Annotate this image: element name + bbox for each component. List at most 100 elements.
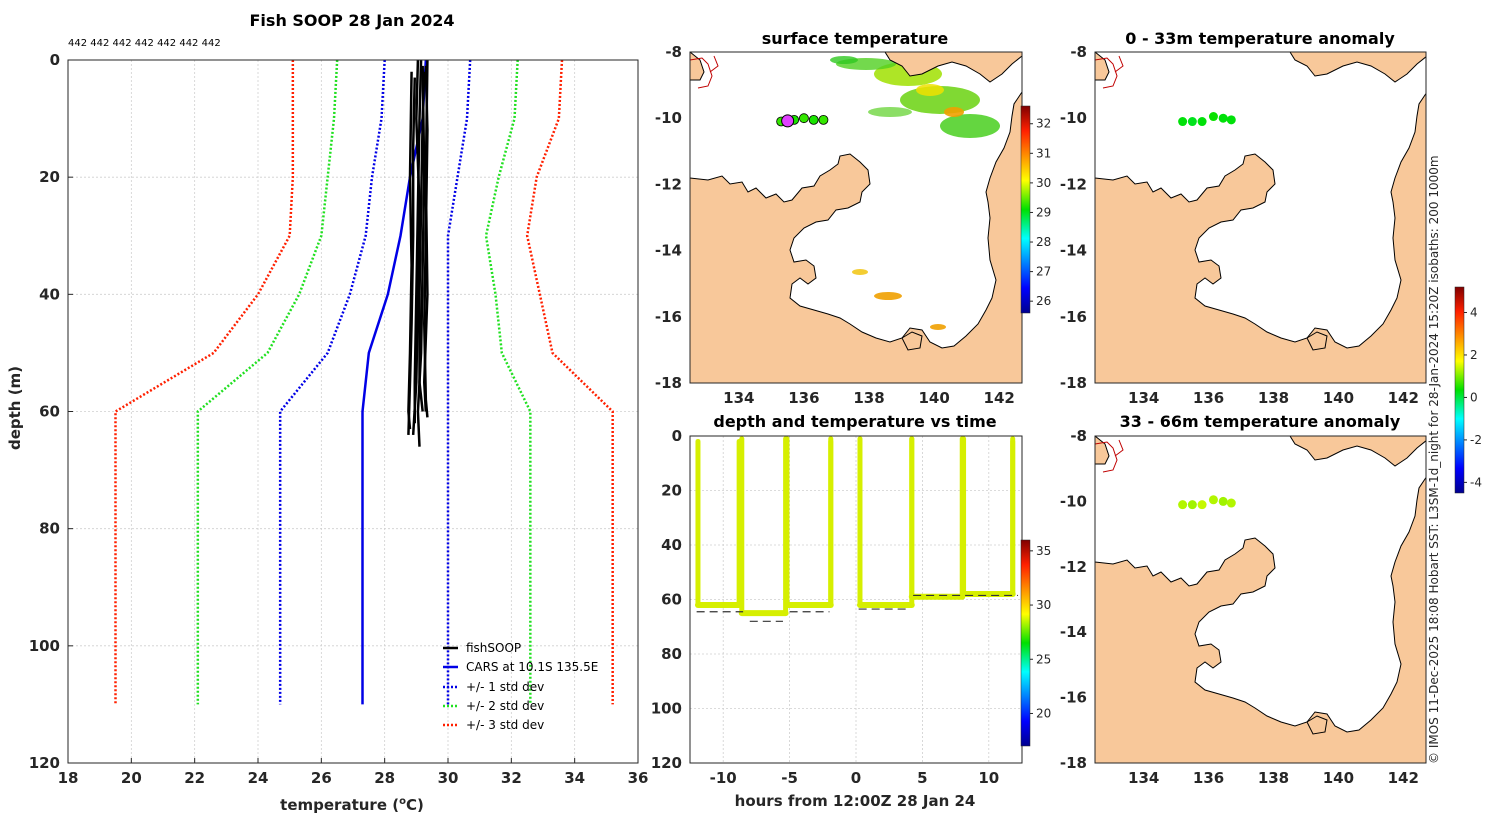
map-y-tick-label: -10 bbox=[1060, 109, 1087, 127]
station-marker bbox=[1197, 117, 1207, 127]
station-marker bbox=[1226, 498, 1236, 508]
profile-x-tick-label: 34 bbox=[564, 769, 585, 787]
map-y-tick-label: -16 bbox=[655, 308, 682, 326]
map-y-tick-label: -8 bbox=[665, 43, 682, 61]
anomaly-colorbar-tick-label: 0 bbox=[1470, 390, 1478, 404]
std-dev-line bbox=[525, 59, 614, 705]
map-y-tick-label: -18 bbox=[1060, 754, 1087, 772]
timeseries-x-tick-label: -10 bbox=[710, 769, 737, 787]
timeseries-y-tick-label: 120 bbox=[651, 754, 682, 772]
std-dev-line bbox=[196, 59, 339, 705]
map-x-tick-label: 142 bbox=[1388, 769, 1419, 787]
timeseries-y-tick-label: 100 bbox=[651, 700, 682, 718]
timeseries-x-tick-label: -5 bbox=[781, 769, 798, 787]
timeseries-y-tick-label: 60 bbox=[661, 591, 682, 609]
timeseries-x-tick-label: 5 bbox=[917, 769, 927, 787]
map-y-tick-label: -14 bbox=[655, 242, 682, 260]
anomaly-colorbar-ticks: -4 -2 0 2 4 bbox=[1464, 305, 1482, 489]
legend-label-3std: +/- 3 std dev bbox=[466, 718, 544, 732]
map-x-tick-label: 134 bbox=[1128, 769, 1159, 787]
station-marker bbox=[818, 114, 829, 125]
profile-x-tick-label: 28 bbox=[374, 769, 395, 787]
timeseries-colorbar-tick-label: 25 bbox=[1036, 652, 1051, 666]
timeseries-bottom-depth bbox=[696, 594, 1019, 622]
station-marker bbox=[1178, 117, 1188, 127]
map-x-tick-label: 140 bbox=[1323, 389, 1354, 407]
profile-series bbox=[114, 59, 614, 705]
std-dev-line bbox=[114, 60, 295, 705]
timeseries-y-tick-label: 80 bbox=[661, 645, 682, 663]
timeseries-y-tick-label: 0 bbox=[672, 427, 682, 445]
sst-colorbar-tick-label: 29 bbox=[1036, 205, 1051, 219]
map-y-tick-label: -12 bbox=[1060, 175, 1087, 193]
fishsoop-profile-line bbox=[411, 59, 421, 436]
map-x-tick-label: 136 bbox=[1193, 769, 1224, 787]
profile-y-tick-label: 60 bbox=[39, 403, 60, 421]
profile-y-label: depth (m) bbox=[6, 366, 24, 450]
timeseries-x-label: hours from 12:00Z 28 Jan 24 bbox=[735, 792, 976, 810]
timeseries-colorbar-ticks: 20 25 30 35 bbox=[1030, 544, 1051, 720]
anomaly-colorbar bbox=[1454, 286, 1465, 494]
profile-x-tick-label: 36 bbox=[628, 769, 649, 787]
legend-label-2std: +/- 2 std dev bbox=[466, 699, 544, 713]
map-x-tick-label: 134 bbox=[723, 389, 754, 407]
sst-map-panel: surface temperature bbox=[655, 29, 1051, 407]
timeseries-title: depth and temperature vs time bbox=[713, 412, 996, 431]
station-marker bbox=[1187, 117, 1197, 127]
map-x-tick-label: 140 bbox=[918, 389, 949, 407]
profile-y-tick-label: 80 bbox=[39, 520, 60, 538]
map-y-tick-label: -10 bbox=[655, 109, 682, 127]
sst-patch bbox=[830, 56, 858, 64]
legend-label-fishsoop: fishSOOP bbox=[466, 641, 521, 655]
profile-x-ticks: 18 20 22 24 26 28 30 32 34 36 bbox=[58, 758, 649, 787]
sst-colorbar-tick-label: 26 bbox=[1036, 294, 1051, 308]
profile-x-label: temperature (oC) bbox=[280, 796, 424, 814]
map-y-tick-label: -16 bbox=[1060, 689, 1087, 707]
profile-x-tick-label: 24 bbox=[248, 769, 269, 787]
map-y-tick-label: -18 bbox=[655, 374, 682, 392]
map-x-tick-label: 138 bbox=[1258, 769, 1289, 787]
anom-33-66-map-ticks: 134 136 138 140 142 -8 -10 -12 -14 -16 -18 bbox=[1060, 427, 1419, 787]
profile-y-tick-label: 0 bbox=[50, 51, 60, 69]
sst-colorbar bbox=[1020, 105, 1031, 314]
station-marker bbox=[1178, 500, 1188, 510]
std-dev-line bbox=[484, 59, 532, 705]
fishsoop-profile-line bbox=[416, 65, 426, 447]
profile-id-labels: 442 442 442 442 442 442 442 bbox=[68, 38, 221, 49]
profile-legend: fishSOOP CARS at 10.1S 135.5E +/- 1 std … bbox=[443, 641, 598, 732]
profile-x-tick-label: 32 bbox=[501, 769, 522, 787]
sst-patch bbox=[852, 269, 868, 275]
anomaly-colorbar-tick-label: -2 bbox=[1470, 433, 1482, 447]
anomaly-colorbar-tick-label: -4 bbox=[1470, 475, 1482, 489]
sst-patch bbox=[944, 107, 964, 117]
station-marker bbox=[1208, 112, 1218, 122]
map-x-tick-label: 142 bbox=[984, 389, 1015, 407]
sst-colorbar-tick-label: 32 bbox=[1036, 117, 1051, 131]
profile-y-ticks: 0 20 40 60 80 100 120 bbox=[29, 51, 73, 772]
anom-33-66-map-panel: 33 - 66m temperature anomaly 134 136 138 14… bbox=[1060, 286, 1482, 787]
sst-patch bbox=[930, 324, 946, 330]
profile-panel: Fish SOOP 28 Jan 2024 442 442 442 442 44… bbox=[6, 11, 648, 814]
profile-y-tick-label: 20 bbox=[39, 168, 60, 186]
timeseries-panel: depth and temperature vs time -10 -5 0 5 100… bbox=[651, 412, 1052, 810]
anom-33-66-map-title: 33 - 66m temperature anomaly bbox=[1120, 412, 1401, 431]
figure-title: Fish SOOP 28 Jan 2024 bbox=[250, 11, 455, 30]
timeseries-colorbar-tick-label: 30 bbox=[1036, 598, 1051, 612]
sst-colorbar-ticks: 26 27 28 29 30 31 32 bbox=[1030, 117, 1051, 308]
credit-text: © IMOS 11-Dec-2025 18:08 Hobart SST: L3S… bbox=[1427, 155, 1441, 764]
map-y-tick-label: -16 bbox=[1060, 308, 1087, 326]
profile-x-tick-label: 18 bbox=[58, 769, 79, 787]
station-marker bbox=[1226, 115, 1236, 125]
sst-patch bbox=[874, 292, 902, 300]
profile-x-tick-label: 26 bbox=[311, 769, 332, 787]
timeseries-y-tick-label: 20 bbox=[661, 482, 682, 500]
map-x-tick-label: 134 bbox=[1128, 389, 1159, 407]
legend-label-cars: CARS at 10.1S 135.5E bbox=[466, 660, 598, 674]
sst-patches bbox=[830, 56, 1000, 356]
timeseries-x-tick-label: 0 bbox=[851, 769, 861, 787]
sst-patch bbox=[940, 114, 1000, 138]
map-y-tick-label: -18 bbox=[1060, 374, 1087, 392]
fishsoop-profiles bbox=[407, 59, 429, 447]
